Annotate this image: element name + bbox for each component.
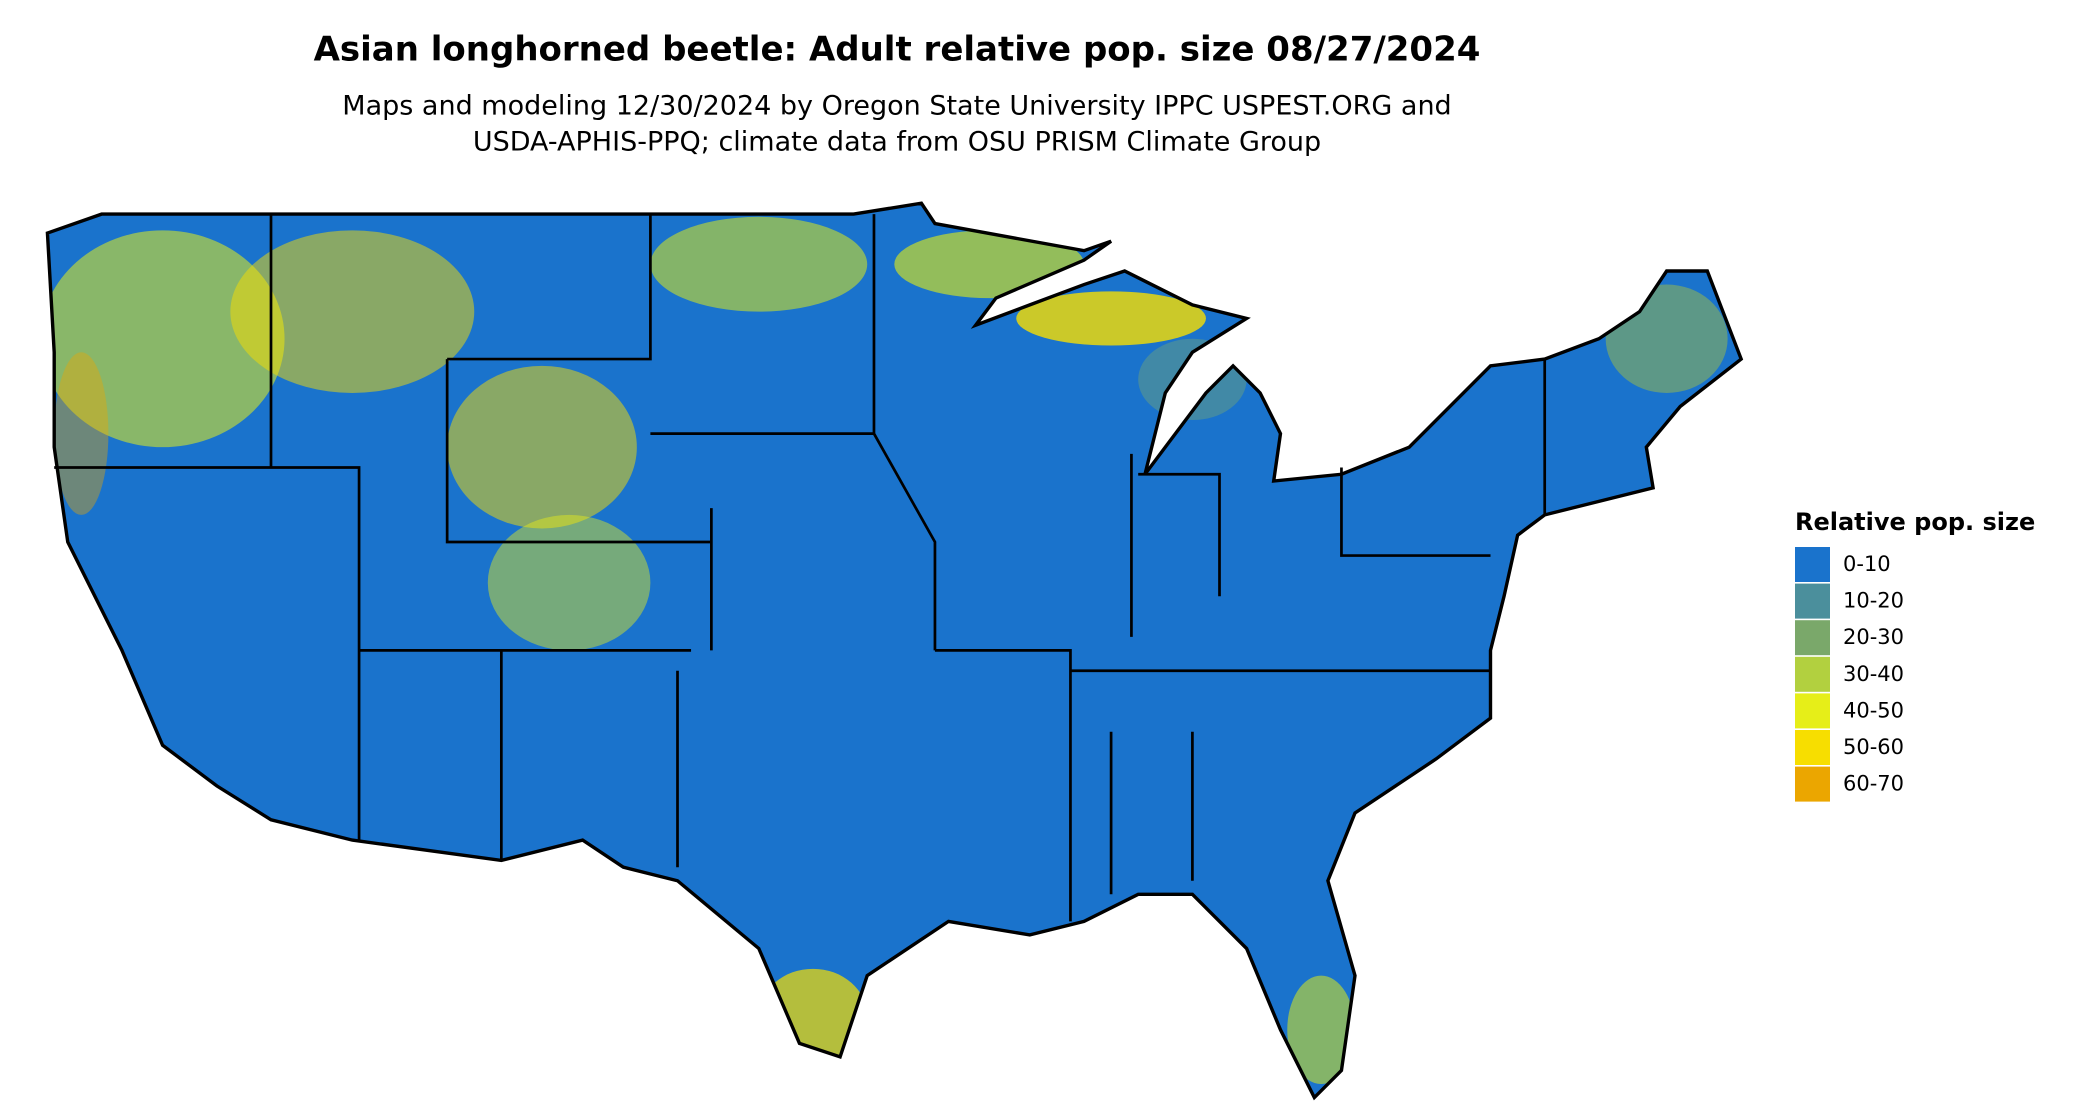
legend-label: 30-40 <box>1843 662 1904 686</box>
legend-swatch <box>1795 730 1830 765</box>
state-lines <box>54 214 1547 922</box>
legend-label: 0-10 <box>1843 552 1891 576</box>
legend-swatch <box>1795 583 1830 619</box>
legend-label: 10-20 <box>1843 589 1904 613</box>
legend-title: Relative pop. size <box>1795 508 2035 536</box>
legend-swatch <box>1795 766 1830 802</box>
legend-label: 60-70 <box>1843 772 1904 796</box>
legend-swatch <box>1795 547 1830 582</box>
legend-label: 20-30 <box>1843 625 1904 649</box>
legend-label: 40-50 <box>1843 698 1904 722</box>
title: Asian longhorned beetle: Adult relative … <box>314 30 1481 70</box>
legend-label: 50-60 <box>1843 735 1904 759</box>
legend-swatch <box>1795 620 1830 656</box>
legend-swatch <box>1795 693 1830 729</box>
legend-swatch <box>1795 656 1830 692</box>
legend: 0-10 10-20 20-30 30-40 40-50 50-60 60-70 <box>1795 547 1904 802</box>
subtitle-line: Maps and modeling 12/30/2024 by Oregon S… <box>342 91 1451 122</box>
map <box>45 201 1743 1100</box>
subtitle-line: USDA-APHIS-PPQ; climate data from OSU PR… <box>473 127 1321 158</box>
